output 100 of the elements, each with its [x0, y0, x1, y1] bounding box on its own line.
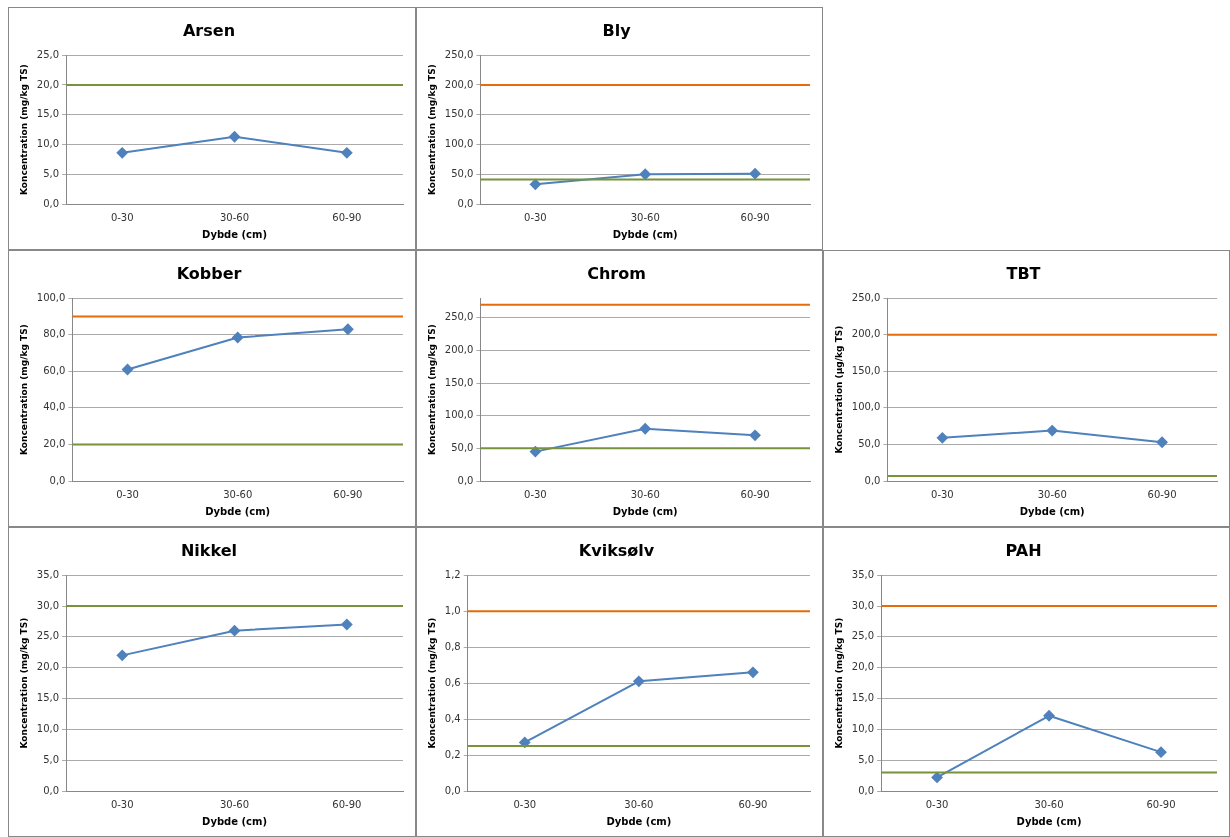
y-tick-label: 5,0: [858, 753, 875, 765]
chart-title: Arsen: [182, 20, 236, 40]
y-tick-label: 0,0: [49, 474, 66, 486]
y-tick-label: 100,0: [444, 138, 474, 150]
y-tick-label: 50,0: [451, 441, 474, 453]
x-tick-label: 30-60: [1037, 488, 1067, 500]
point: [931, 771, 943, 783]
point: [229, 625, 241, 637]
y-tick-label: 10,0: [851, 722, 875, 734]
chart-title: TBT: [1006, 263, 1041, 283]
x-tick-label: 60-90: [332, 798, 362, 810]
y-tick-label: 20,0: [851, 661, 875, 673]
point: [1155, 746, 1167, 758]
y-tick-label: 0,8: [444, 640, 461, 652]
point: [749, 429, 761, 441]
x-axis-title: Dybde (cm): [612, 228, 678, 240]
y-axis-title: Koncentration (mg/kg TS): [426, 64, 437, 195]
x-tick-label: 0-30: [524, 211, 547, 223]
x-tick-label: 0-30: [110, 798, 134, 810]
y-tick-label: 50,0: [451, 167, 474, 179]
x-tick-label: 60-90: [1147, 488, 1177, 500]
y-tick-label: 80,0: [43, 328, 66, 340]
y-tick-label: 150,0: [444, 376, 474, 388]
y-tick-label: 100,0: [444, 409, 474, 421]
y-axis-title: Koncentration (mg/kg TS): [18, 617, 29, 749]
y-tick-label: 1,0: [444, 604, 461, 616]
y-tick-label: 0,4: [444, 712, 461, 724]
chart-title: Kviksølv: [578, 540, 655, 560]
y-tick-label: 30,0: [36, 599, 60, 611]
x-axis-title: Dybde (cm): [205, 505, 271, 517]
y-tick-label: 250,0: [851, 291, 881, 303]
y-tick-label: 0,0: [457, 474, 474, 486]
y-axis-title: Koncentration (µg/kg TS): [833, 325, 844, 454]
chart-title: Kobber: [176, 263, 242, 283]
y-tick-label: 100,0: [36, 291, 66, 303]
x-axis-title: Dybde (cm): [1019, 505, 1085, 517]
y-tick-label: 0,0: [457, 197, 474, 209]
chart-title: PAH: [1005, 540, 1042, 560]
x-tick-label: 0-30: [524, 488, 547, 500]
y-tick-label: 0,0: [43, 784, 60, 796]
chart-title: Nikkel: [180, 540, 238, 560]
x-tick-label: 0-30: [116, 488, 139, 500]
point: [232, 332, 244, 343]
y-tick-label: 250,0: [444, 311, 474, 323]
y-tick-label: 25,0: [851, 630, 875, 642]
chart-title: Chrom: [587, 263, 646, 283]
y-tick-label: 0,0: [444, 784, 461, 796]
point: [633, 675, 645, 687]
x-axis-title: Dybde (cm): [606, 815, 672, 827]
y-axis-title: Koncentration (mg/kg TS): [833, 617, 844, 749]
y-tick-label: 0,0: [858, 784, 875, 796]
y-tick-label: 25,0: [36, 630, 60, 642]
y-tick-label: 40,0: [43, 401, 66, 413]
y-tick-label: 20,0: [36, 661, 60, 673]
point: [519, 736, 531, 748]
y-tick-label: 25,0: [36, 48, 60, 60]
x-tick-label: 30-60: [220, 798, 250, 810]
y-tick-label: 5,0: [43, 167, 60, 179]
x-tick-label: 60-90: [332, 211, 362, 223]
y-tick-label: 35,0: [851, 568, 875, 580]
y-tick-label: 200,0: [851, 328, 881, 340]
x-tick-label: 30-60: [624, 798, 654, 810]
x-axis-title: Dybde (cm): [202, 815, 267, 827]
y-tick-label: 0,0: [864, 474, 881, 486]
x-tick-label: 60-90: [740, 211, 770, 223]
y-tick-label: 0,2: [444, 748, 461, 760]
y-tick-label: 10,0: [36, 138, 60, 150]
y-tick-label: 15,0: [36, 692, 60, 704]
y-tick-label: 150,0: [851, 364, 881, 376]
y-tick-label: 5,0: [43, 753, 60, 765]
y-axis-title: Koncentration (mg/kg TS): [18, 64, 29, 195]
y-tick-label: 0,6: [444, 676, 461, 688]
y-tick-label: 30,0: [851, 599, 875, 611]
y-tick-label: 100,0: [851, 401, 881, 413]
x-tick-label: 0-30: [513, 798, 537, 810]
x-tick-label: 0-30: [110, 211, 134, 223]
x-tick-label: 30-60: [630, 488, 660, 500]
point: [341, 619, 353, 631]
x-axis-title: Dybde (cm): [612, 505, 678, 517]
y-tick-label: 250,0: [444, 48, 474, 60]
x-tick-label: 0-30: [931, 488, 954, 500]
y-tick-label: 0,0: [43, 197, 60, 209]
y-tick-label: 10,0: [36, 722, 60, 734]
point: [116, 649, 128, 661]
x-tick-label: 60-90: [333, 488, 363, 500]
x-tick-label: 30-60: [223, 488, 253, 500]
x-axis-title: Dybde (cm): [202, 228, 267, 240]
y-tick-label: 50,0: [858, 438, 881, 450]
x-tick-label: 60-90: [738, 798, 768, 810]
x-tick-label: 60-90: [1146, 798, 1176, 810]
chart-title: Bly: [602, 20, 632, 40]
y-tick-label: 15,0: [851, 692, 875, 704]
x-tick-label: 0-30: [925, 798, 949, 810]
y-tick-label: 35,0: [36, 568, 60, 580]
x-tick-label: 30-60: [1034, 798, 1064, 810]
point: [747, 666, 759, 678]
y-axis-title: Koncentration (mg/kg TS): [18, 324, 29, 455]
y-tick-label: 15,0: [36, 108, 60, 120]
y-tick-label: 150,0: [444, 108, 474, 120]
point: [639, 423, 651, 435]
